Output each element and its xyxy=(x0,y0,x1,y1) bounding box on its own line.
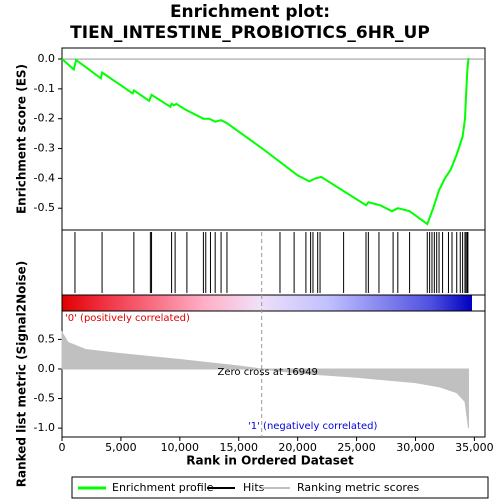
y-tick-label: 0.5 xyxy=(38,332,56,345)
x-tick-label: 35,000 xyxy=(455,441,494,454)
annotation: '0' (positively correlated) xyxy=(65,313,190,324)
y-tick-label: -0.2 xyxy=(34,112,55,125)
legend-label: Enrichment profile xyxy=(112,481,214,494)
x-tick-label: 5,000 xyxy=(105,441,137,454)
y-tick-label: -0.5 xyxy=(34,201,55,214)
legend-label: Hits xyxy=(243,481,265,494)
x-tick-label: 0 xyxy=(59,441,66,454)
y-tick-label: -1.0 xyxy=(34,421,55,434)
chart-title: Enrichment plot: xyxy=(170,2,330,22)
x-tick-label: 25,000 xyxy=(337,441,376,454)
y-tick-label: -0.5 xyxy=(34,392,55,405)
y-tick-label: 0.0 xyxy=(38,362,56,375)
annotation: Zero cross at 16949 xyxy=(218,367,318,378)
y-tick-label: -0.1 xyxy=(34,82,55,95)
x-tick-label: 30,000 xyxy=(396,441,435,454)
metric-area xyxy=(61,330,469,429)
y-tick-label: -0.3 xyxy=(34,142,55,155)
x-tick-label: 10,000 xyxy=(161,441,200,454)
plot-frame xyxy=(61,47,486,438)
y-axis-label: Enrichment score (ES) xyxy=(15,64,29,214)
x-axis-label: Rank in Ordered Dataset xyxy=(186,454,354,468)
chart-subtitle: TIEN_INTESTINE_PROBIOTICS_6HR_UP xyxy=(70,23,430,43)
x-tick-label: 15,000 xyxy=(219,441,258,454)
annotation: '1' (negatively correlated) xyxy=(248,421,377,432)
y-tick-label: 0.0 xyxy=(38,52,56,65)
enrichment-line xyxy=(61,58,470,226)
legend-label: Ranking metric scores xyxy=(297,481,419,494)
rank-color-bar xyxy=(62,295,472,311)
y-tick-label: -0.4 xyxy=(34,171,55,184)
x-tick-label: 20,000 xyxy=(278,441,317,454)
y-axis-label: Ranked list metric (Signal2Noise) xyxy=(15,261,29,488)
